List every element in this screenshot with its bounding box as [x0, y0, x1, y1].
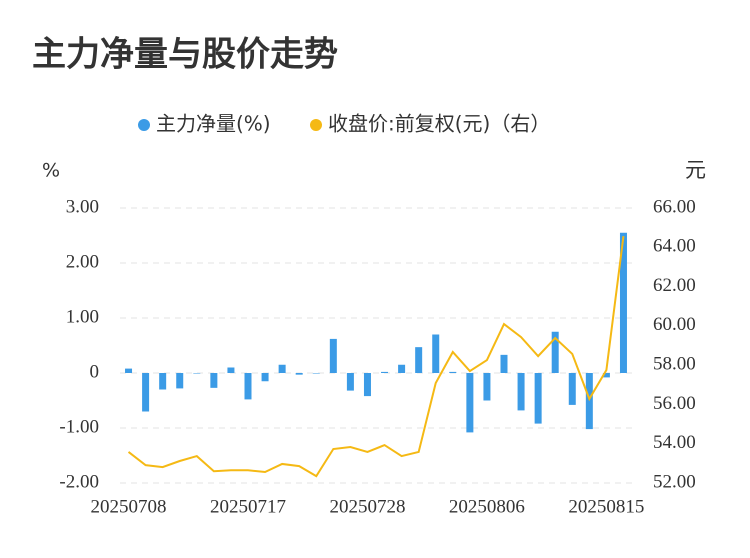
bar: [449, 371, 457, 373]
y-tick-label: -2.00: [59, 471, 99, 492]
y2-tick-label: 56.00: [653, 393, 696, 414]
y2-tick-label: 54.00: [653, 432, 696, 453]
y2-axis-label: 元: [685, 158, 706, 182]
y-tick-label: 3.00: [66, 196, 99, 217]
y-tick-label: -1.00: [59, 416, 99, 437]
x-tick-label: 20250815: [568, 496, 644, 517]
bar: [363, 373, 371, 397]
legend-label: 主力净量(%): [156, 112, 271, 136]
bar: [619, 232, 627, 373]
x-tick-label: 20250728: [329, 496, 405, 517]
bar: [244, 373, 252, 400]
bar: [415, 347, 423, 373]
bar: [500, 354, 508, 373]
bar: [227, 367, 235, 373]
bar: [346, 373, 354, 391]
bar: [466, 373, 474, 433]
bar: [602, 373, 610, 378]
bar: [142, 373, 150, 412]
bar: [432, 334, 440, 373]
x-tick-label: 20250717: [210, 496, 286, 517]
y-tick-label: 0: [90, 361, 100, 382]
bar: [159, 373, 167, 390]
y2-tick-label: 64.00: [653, 236, 696, 257]
y2-tick-label: 52.00: [653, 471, 696, 492]
y2-tick-label: 66.00: [653, 196, 696, 217]
y-axis-label: %: [42, 160, 60, 182]
bar: [193, 373, 201, 374]
bar: [295, 373, 303, 375]
x-tick-label: 20250708: [91, 496, 167, 517]
bar: [585, 373, 593, 430]
bar: [517, 373, 525, 411]
bar: [329, 338, 337, 373]
x-tick-label: 20250806: [449, 496, 525, 517]
bar: [125, 368, 133, 373]
y2-tick-label: 58.00: [653, 354, 696, 375]
bar: [534, 373, 542, 424]
legend-marker: [138, 119, 150, 131]
legend-marker: [310, 119, 322, 131]
bar: [483, 373, 491, 401]
legend-label: 收盘价:前复权(元)（右）: [328, 112, 550, 136]
bar: [176, 373, 184, 389]
chart-title: 主力净量与股价走势: [32, 35, 338, 75]
y2-tick-label: 60.00: [653, 314, 696, 335]
bar: [312, 373, 320, 374]
bar: [398, 364, 406, 373]
bar: [568, 373, 576, 405]
bar: [210, 373, 218, 388]
bar: [261, 373, 269, 382]
bar: [381, 371, 389, 373]
bar: [278, 364, 286, 373]
y2-tick-label: 62.00: [653, 275, 696, 296]
y-tick-label: 1.00: [66, 306, 99, 327]
y-tick-label: 2.00: [66, 251, 99, 272]
bar: [551, 331, 559, 373]
price-line: [127, 235, 625, 478]
